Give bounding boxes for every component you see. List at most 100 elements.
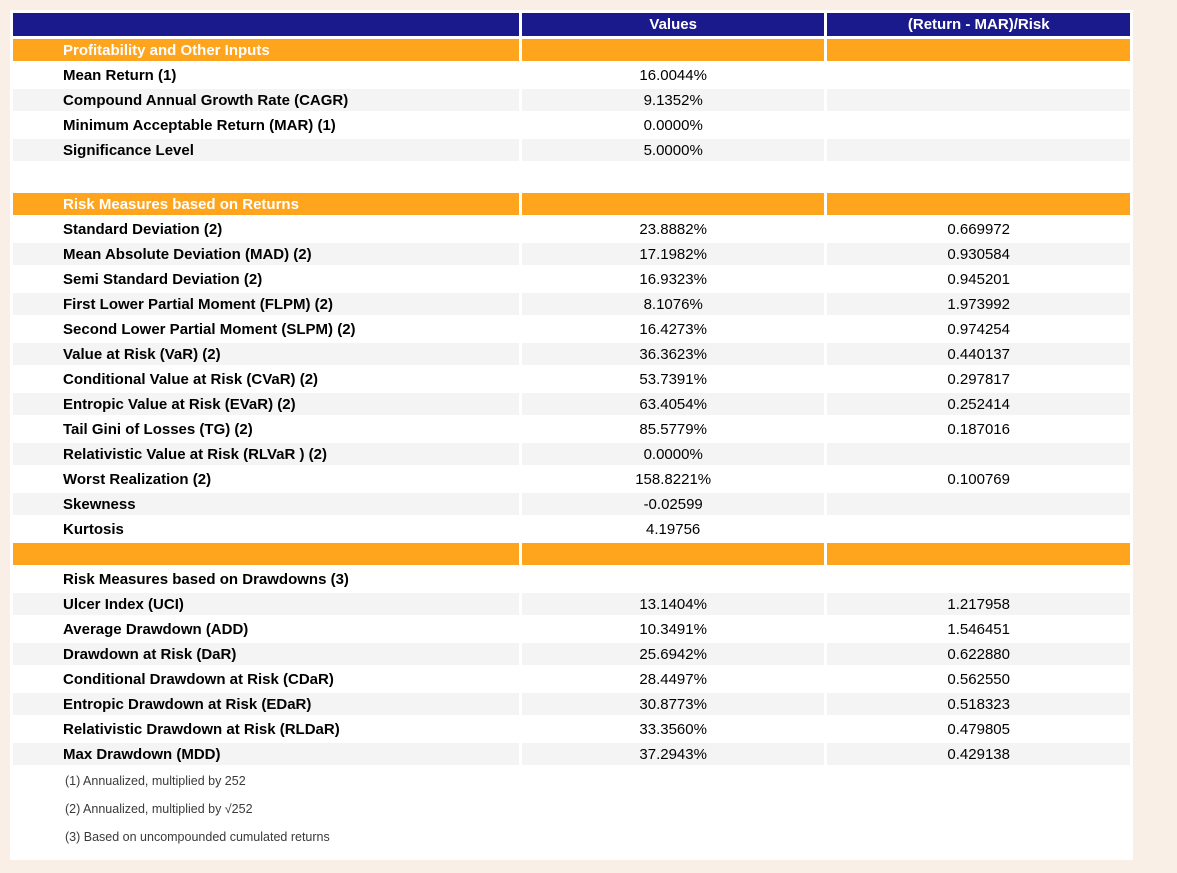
metric-ratio	[827, 768, 1130, 793]
metric-label: Max Drawdown (MDD)	[13, 743, 519, 765]
metric-ratio: 0.297817	[947, 370, 1010, 388]
metric-label: Semi Standard Deviation (2)	[63, 270, 263, 288]
metric-ratio	[827, 493, 1130, 515]
metric-label: Significance Level	[13, 139, 519, 161]
metric-label: Entropic Value at Risk (EVaR) (2)	[13, 393, 519, 415]
metric-label: Conditional Value at Risk (CVaR) (2)	[63, 370, 319, 388]
metric-row: Average Drawdown (ADD) 10.3491% 1.546451	[13, 618, 1130, 640]
metric-label: Second Lower Partial Moment (SLPM) (2)	[63, 320, 356, 338]
metric-label: Relativistic Value at Risk (RLVaR ) (2)	[13, 443, 519, 465]
metric-row: Worst Realization (2) 158.8221% 0.100769	[13, 468, 1130, 490]
metric-row: Relativistic Value at Risk (RLVaR ) (2) 0…	[13, 443, 1130, 465]
metric-label: Kurtosis	[63, 520, 124, 538]
metric-ratio: 0.945201	[947, 270, 1010, 288]
metric-value: 9.1352%	[521, 89, 825, 111]
metric-value: 10.3491%	[639, 620, 707, 638]
metric-label	[13, 164, 519, 190]
metric-label: First Lower Partial Moment (FLPM) (2)	[13, 293, 519, 315]
metric-value: 8.1076%	[521, 293, 825, 315]
metric-ratio: 1.973992	[827, 293, 1130, 315]
metric-row: Entropic Drawdown at Risk (EDaR) 30.8773%…	[13, 693, 1130, 715]
metric-row: Entropic Value at Risk (EVaR) (2) 63.4054…	[13, 393, 1130, 415]
metric-ratio	[827, 796, 1130, 821]
metric-row: Standard Deviation (2) 23.8882% 0.669972	[13, 218, 1130, 240]
metric-ratio: 0.440137	[827, 343, 1130, 365]
metric-ratio	[827, 824, 1130, 849]
metric-ratio	[827, 568, 1130, 590]
section-divider-row	[13, 543, 1130, 565]
metric-value: 30.8773%	[521, 693, 825, 715]
metric-value: 5.0000%	[521, 139, 825, 161]
metric-row: Value at Risk (VaR) (2) 36.3623% 0.440137	[13, 343, 1130, 365]
metric-row: Significance Level 5.0000%	[13, 139, 1130, 161]
subsection-header-row: Risk Measures based on Drawdowns (3)	[13, 568, 1130, 590]
metric-label: Average Drawdown (ADD)	[63, 620, 249, 638]
metric-value: 16.9323%	[639, 270, 707, 288]
metric-row: Tail Gini of Losses (TG) (2) 85.5779% 0.18…	[13, 418, 1130, 440]
metric-value: 17.1982%	[521, 243, 825, 265]
metric-value: 85.5779%	[639, 420, 707, 438]
table-body: Profitability and Other Inputs Mean Retur…	[13, 39, 1130, 849]
metric-row: Mean Absolute Deviation (MAD) (2) 17.1982…	[13, 243, 1130, 265]
metric-row: Conditional Value at Risk (CVaR) (2) 53.7…	[13, 368, 1130, 390]
header-return-mar-risk: (Return - MAR)/Risk	[827, 13, 1130, 36]
metric-row: Drawdown at Risk (DaR) 25.6942% 0.622880	[13, 643, 1130, 665]
metric-row: Conditional Drawdown at Risk (CDaR) 28.44…	[13, 668, 1130, 690]
metric-ratio: 0.479805	[947, 720, 1010, 738]
metric-label: Compound Annual Growth Rate (CAGR)	[13, 89, 519, 111]
section-title: Risk Measures based on Returns	[13, 193, 519, 215]
metric-row: Mean Return (1) 16.0044%	[13, 64, 1130, 86]
section-header-row: Risk Measures based on Returns	[13, 193, 1130, 215]
metric-value: 33.3560%	[639, 720, 707, 738]
metric-label: Relativistic Drawdown at Risk (RLDaR)	[63, 720, 340, 738]
metric-ratio: 0.100769	[947, 470, 1010, 488]
metric-label: Skewness	[13, 493, 519, 515]
metric-ratio	[827, 518, 1130, 540]
footnote-row: (3) Based on uncompounded cumulated retu…	[13, 824, 1130, 849]
metric-ratio: 0.930584	[827, 243, 1130, 265]
metric-row: Kurtosis 4.19756	[13, 518, 1130, 540]
report-table: Values (Return - MAR)/Risk Profitability…	[10, 10, 1133, 852]
metric-value: 63.4054%	[521, 393, 825, 415]
metric-value: 53.7391%	[639, 370, 707, 388]
metric-value: 36.3623%	[521, 343, 825, 365]
metric-ratio: 0.562550	[947, 670, 1010, 688]
metric-row: Semi Standard Deviation (2) 16.9323% 0.945…	[13, 268, 1130, 290]
header-values: Values	[521, 13, 825, 36]
spacer-row	[13, 164, 1130, 190]
metric-row: Ulcer Index (UCI) 13.1404% 1.217958	[13, 593, 1130, 615]
metric-row: Max Drawdown (MDD) 37.2943% 0.429138	[13, 743, 1130, 765]
metric-value	[521, 824, 825, 849]
metric-label: Value at Risk (VaR) (2)	[13, 343, 519, 365]
metric-value: 0.0000%	[643, 116, 703, 134]
section-title	[13, 543, 519, 565]
metric-ratio	[827, 114, 1130, 136]
metric-value: 37.2943%	[521, 743, 825, 765]
metric-value: 158.8221%	[635, 470, 712, 488]
metric-row: Skewness -0.02599	[13, 493, 1130, 515]
metric-ratio: 0.669972	[947, 220, 1010, 238]
footnote-text: (1) Annualized, multiplied by 252	[13, 768, 519, 793]
metric-value: 16.4273%	[639, 320, 707, 338]
metric-row: Minimum Acceptable Return (MAR) (1) 0.000…	[13, 114, 1130, 136]
metric-label: Standard Deviation (2)	[63, 220, 223, 238]
metric-value	[521, 768, 825, 793]
metric-value: 4.19756	[646, 520, 701, 538]
metric-ratio: 0.518323	[827, 693, 1130, 715]
metric-ratio	[827, 89, 1130, 111]
metric-label: Tail Gini of Losses (TG) (2)	[63, 420, 253, 438]
metric-label: Mean Absolute Deviation (MAD) (2)	[13, 243, 519, 265]
metric-label: Entropic Drawdown at Risk (EDaR)	[13, 693, 519, 715]
metric-row: Second Lower Partial Moment (SLPM) (2) 16…	[13, 318, 1130, 340]
metric-label: Risk Measures based on Drawdowns (3)	[13, 568, 519, 590]
metric-label: Minimum Acceptable Return (MAR) (1)	[63, 116, 336, 134]
footnote-text: (2) Annualized, multiplied by √252	[13, 796, 519, 821]
metric-value	[522, 568, 825, 590]
metric-ratio: 0.187016	[947, 420, 1010, 438]
metric-value: 28.4497%	[639, 670, 707, 688]
header-empty-cell	[13, 13, 519, 36]
metric-value	[521, 796, 825, 821]
metric-ratio: 1.546451	[947, 620, 1010, 638]
metric-row: First Lower Partial Moment (FLPM) (2) 8.1…	[13, 293, 1130, 315]
